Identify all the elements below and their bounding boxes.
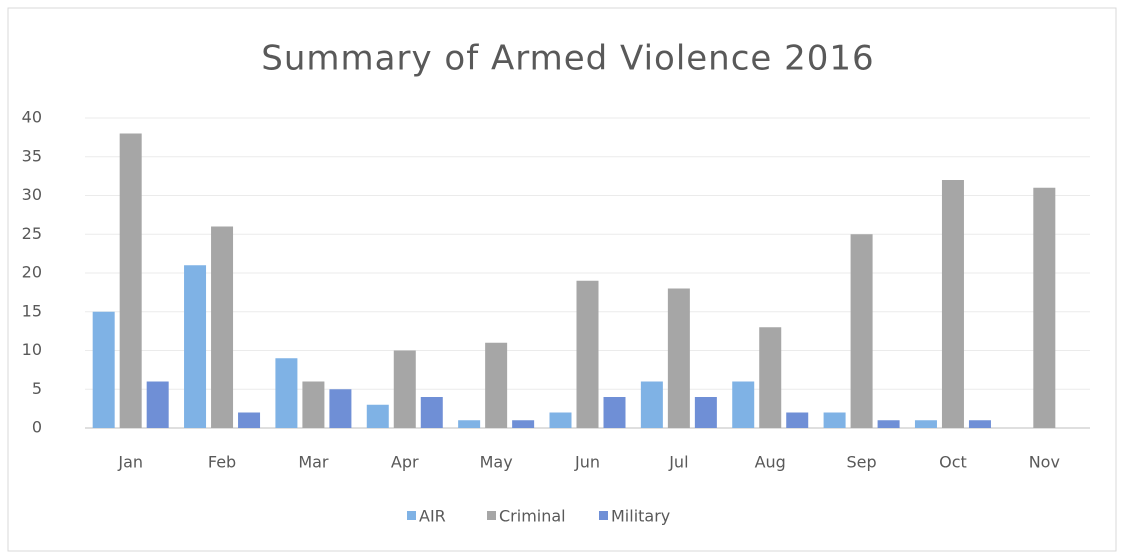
bar xyxy=(694,397,717,428)
bar xyxy=(458,420,481,428)
legend-label: Criminal xyxy=(499,507,566,526)
x-tick-label: Jul xyxy=(668,453,688,472)
x-tick-label: Nov xyxy=(1029,453,1060,472)
bar xyxy=(512,420,535,428)
bar xyxy=(485,342,508,428)
x-tick-label: Jan xyxy=(117,453,143,472)
legend-swatch xyxy=(487,511,496,520)
bar xyxy=(420,397,443,428)
bar xyxy=(366,404,389,428)
bar xyxy=(640,381,663,428)
bar xyxy=(275,358,298,428)
bar xyxy=(576,280,599,428)
bar xyxy=(329,389,352,428)
y-tick-label: 10 xyxy=(22,340,42,359)
bar xyxy=(549,412,572,428)
x-tick-label: Oct xyxy=(939,453,967,472)
x-tick-label: Mar xyxy=(298,453,329,472)
y-tick-label: 30 xyxy=(22,185,42,204)
y-tick-label: 40 xyxy=(22,108,42,127)
x-tick-label: Apr xyxy=(391,453,419,472)
bar xyxy=(941,180,964,428)
bar xyxy=(823,412,846,428)
chart-title: Summary of Armed Violence 2016 xyxy=(261,39,874,79)
y-tick-label: 20 xyxy=(22,263,42,282)
bar xyxy=(850,234,873,428)
legend-label: AIR xyxy=(419,507,446,526)
bar xyxy=(603,397,626,428)
bar xyxy=(786,412,809,428)
bar xyxy=(667,288,690,428)
bar xyxy=(184,265,207,428)
bar xyxy=(914,420,937,428)
x-tick-label: Aug xyxy=(755,453,786,472)
bar xyxy=(92,311,115,428)
y-tick-label: 35 xyxy=(22,146,42,165)
x-tick-label: Feb xyxy=(208,453,236,472)
bar xyxy=(146,381,169,428)
y-tick-label: 0 xyxy=(32,418,42,437)
bar xyxy=(119,133,142,428)
bar xyxy=(1033,187,1056,428)
bar xyxy=(211,226,234,428)
x-tick-label: Sep xyxy=(847,453,877,472)
bar xyxy=(302,381,325,428)
y-tick-label: 25 xyxy=(22,224,42,243)
legend-label: Military xyxy=(611,507,670,526)
bar xyxy=(877,420,900,428)
y-tick-label: 15 xyxy=(22,301,42,320)
x-tick-label: May xyxy=(480,453,513,472)
legend-swatch xyxy=(599,511,608,520)
y-tick-label: 5 xyxy=(32,379,42,398)
legend-swatch xyxy=(407,511,416,520)
bar xyxy=(759,327,782,428)
bar xyxy=(968,420,991,428)
bar xyxy=(238,412,261,428)
x-tick-label: Jun xyxy=(574,453,600,472)
bar xyxy=(732,381,755,428)
bar xyxy=(393,350,416,428)
